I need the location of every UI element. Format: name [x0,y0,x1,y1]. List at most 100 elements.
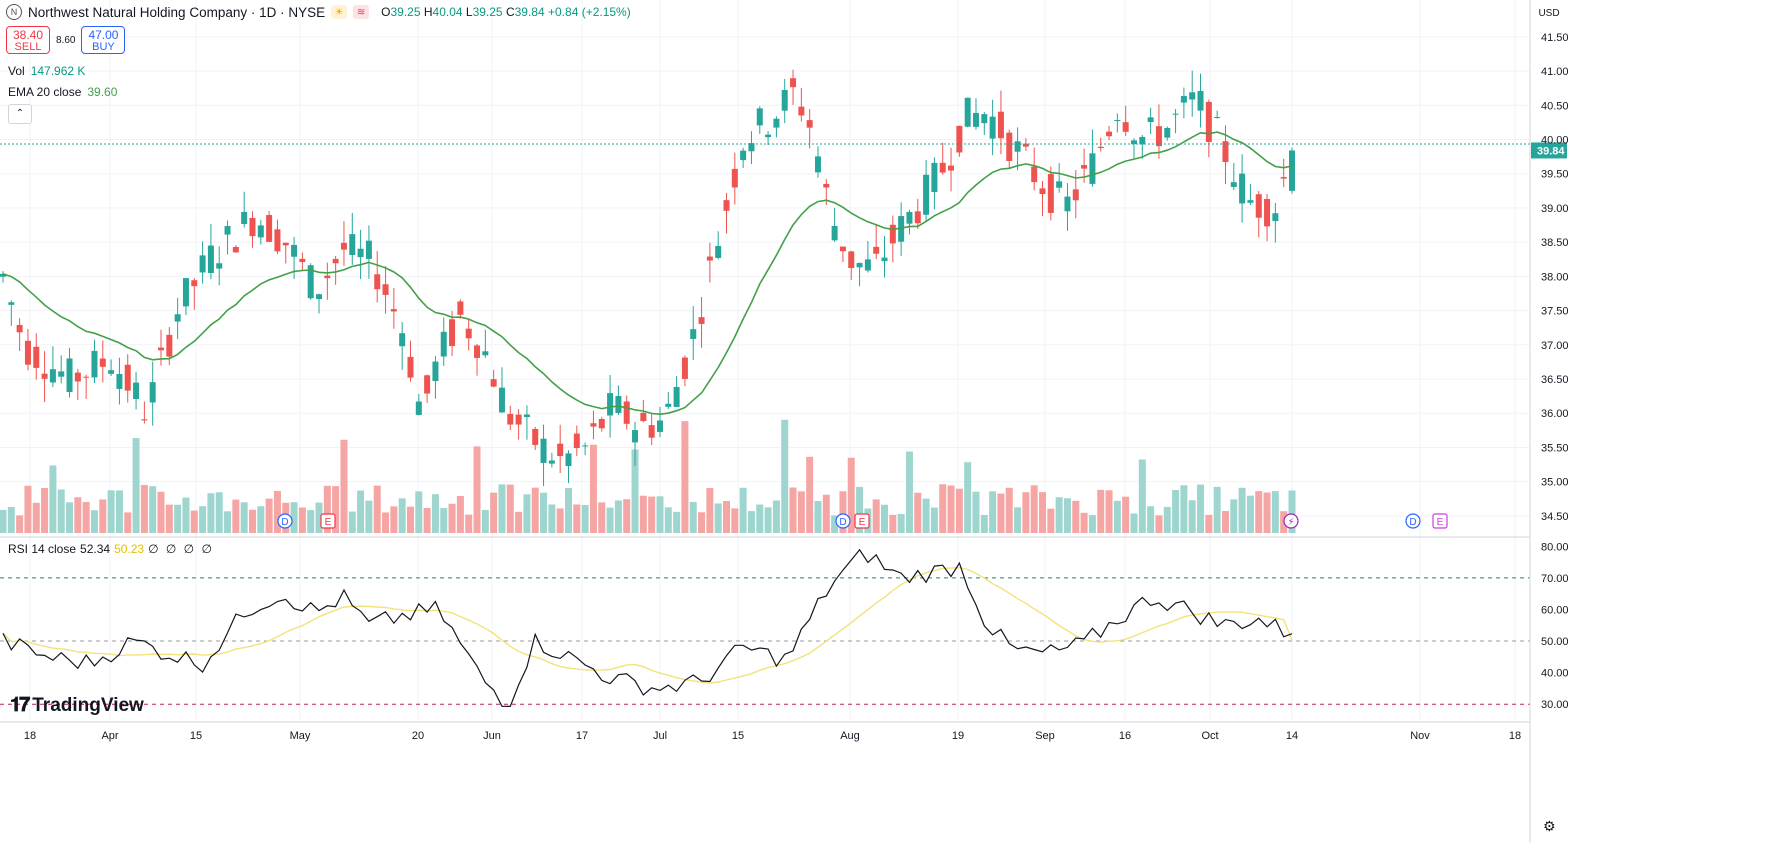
volume-bar [215,492,223,533]
market-hours-icon[interactable]: ☀ [331,5,348,19]
buy-button[interactable]: 47.00 BUY [81,26,126,54]
volume-bar [589,444,597,533]
volume-bar [523,494,531,533]
volume-bar [456,495,464,533]
candle-body [1022,143,1029,147]
candle-body [923,174,930,215]
volume-bar [66,502,74,533]
volume-bar [797,491,805,533]
volume-bar [872,499,880,533]
candle-body [906,211,913,224]
rsi-tick-label: 60.00 [1541,604,1569,616]
volume-bar [82,501,90,533]
candle-body [465,328,472,339]
volume-bar [648,496,656,533]
time-tick-label: 14 [1286,730,1298,742]
ema-line [2,131,1293,416]
volume-bar [323,485,331,533]
candle-body [24,340,31,365]
candle-body [856,262,863,268]
candle-body [640,412,647,422]
candle-body [756,108,763,126]
candle-body [748,143,755,152]
volume-bar [1055,497,1063,533]
candle-body [665,403,672,407]
sell-button[interactable]: 38.40 SELL [6,26,50,54]
volume-bar [174,504,182,533]
candle-body [357,248,364,258]
collapse-legend-button[interactable]: ⌃ [8,104,32,124]
volume-bar [1113,500,1121,533]
candle-body [765,134,772,138]
gear-icon[interactable]: ⚙ [1543,818,1556,834]
ema-legend[interactable]: EMA 20 close 39.60 [8,85,117,99]
volume-bar [914,492,922,533]
candle-body [1280,177,1287,179]
candle-body [191,280,198,287]
volume-bar [723,501,731,533]
candle-body [715,245,722,258]
volume-bar [772,500,780,533]
volume-bar [16,515,24,533]
volume-bar [165,504,173,533]
volume-bar [74,497,82,533]
candle-body [656,420,663,432]
volume-bar [290,502,298,533]
volume-bar [764,507,772,533]
candle-body [399,333,406,347]
candle-body [116,373,123,389]
candle-body [1056,181,1063,188]
volume-bar [739,487,747,533]
time-tick-label: 15 [190,730,202,742]
candle-body [1197,90,1204,111]
close-label: C [505,5,515,19]
volume-bar [224,511,232,533]
candle-body [981,114,988,124]
volume-bar [207,493,215,533]
candle-body [58,371,65,377]
symbol-title[interactable]: Northwest Natural Holding Company · 1D ·… [28,4,326,20]
volume-bar [232,499,240,533]
candle-body [1106,131,1113,137]
candle-body [507,413,514,425]
candle-body [1130,140,1137,145]
candle-body [814,156,821,173]
grid [0,0,1530,720]
change-value: +0.84 (+2.15%) [548,5,631,19]
candle-body [540,438,547,463]
sell-price: 38.40 [12,28,44,42]
candle-body [590,423,597,427]
rsi-levels [0,577,1530,705]
rsi-legend[interactable]: RSI 14 close 52.34 50.23 ∅ ∅ ∅ ∅ [8,542,214,556]
ohlc-readout: O39.25 H40.04 L39.25 C39.84 +0.84 (+2.15… [381,5,631,19]
volume-bar [573,504,581,533]
tradingview-logo[interactable]: 𝟏𝟕 TradingView [10,694,144,717]
volume-bar [831,515,839,533]
data-status-icon[interactable]: ≋ [353,5,370,19]
candle-body [1272,213,1279,222]
candle-body [207,245,214,273]
time-tick-label: 16 [1119,730,1131,742]
volume-bar [140,485,148,533]
price-tick-label: 38.00 [1541,271,1569,283]
volume-bar [1271,491,1279,533]
volume-bar [99,499,107,533]
volume-bar [1213,486,1221,533]
candle-body [91,350,98,378]
candle-body [1230,182,1237,187]
currency-selector[interactable]: USD [1538,7,1560,19]
volume-bar [781,419,789,533]
volume-bar [1138,459,1146,533]
price-tick-label: 34.50 [1541,511,1569,523]
volume-bar [881,504,889,533]
volume-bar [124,512,132,533]
candle-body [623,401,630,424]
volume-bar [149,486,157,533]
time-tick-label: 20 [412,730,424,742]
volume-bar [789,487,797,533]
volume-legend[interactable]: Vol 147.962 K [8,64,85,78]
candle-body [390,309,397,312]
candle-body [681,357,688,379]
volume-bar [1005,487,1013,533]
